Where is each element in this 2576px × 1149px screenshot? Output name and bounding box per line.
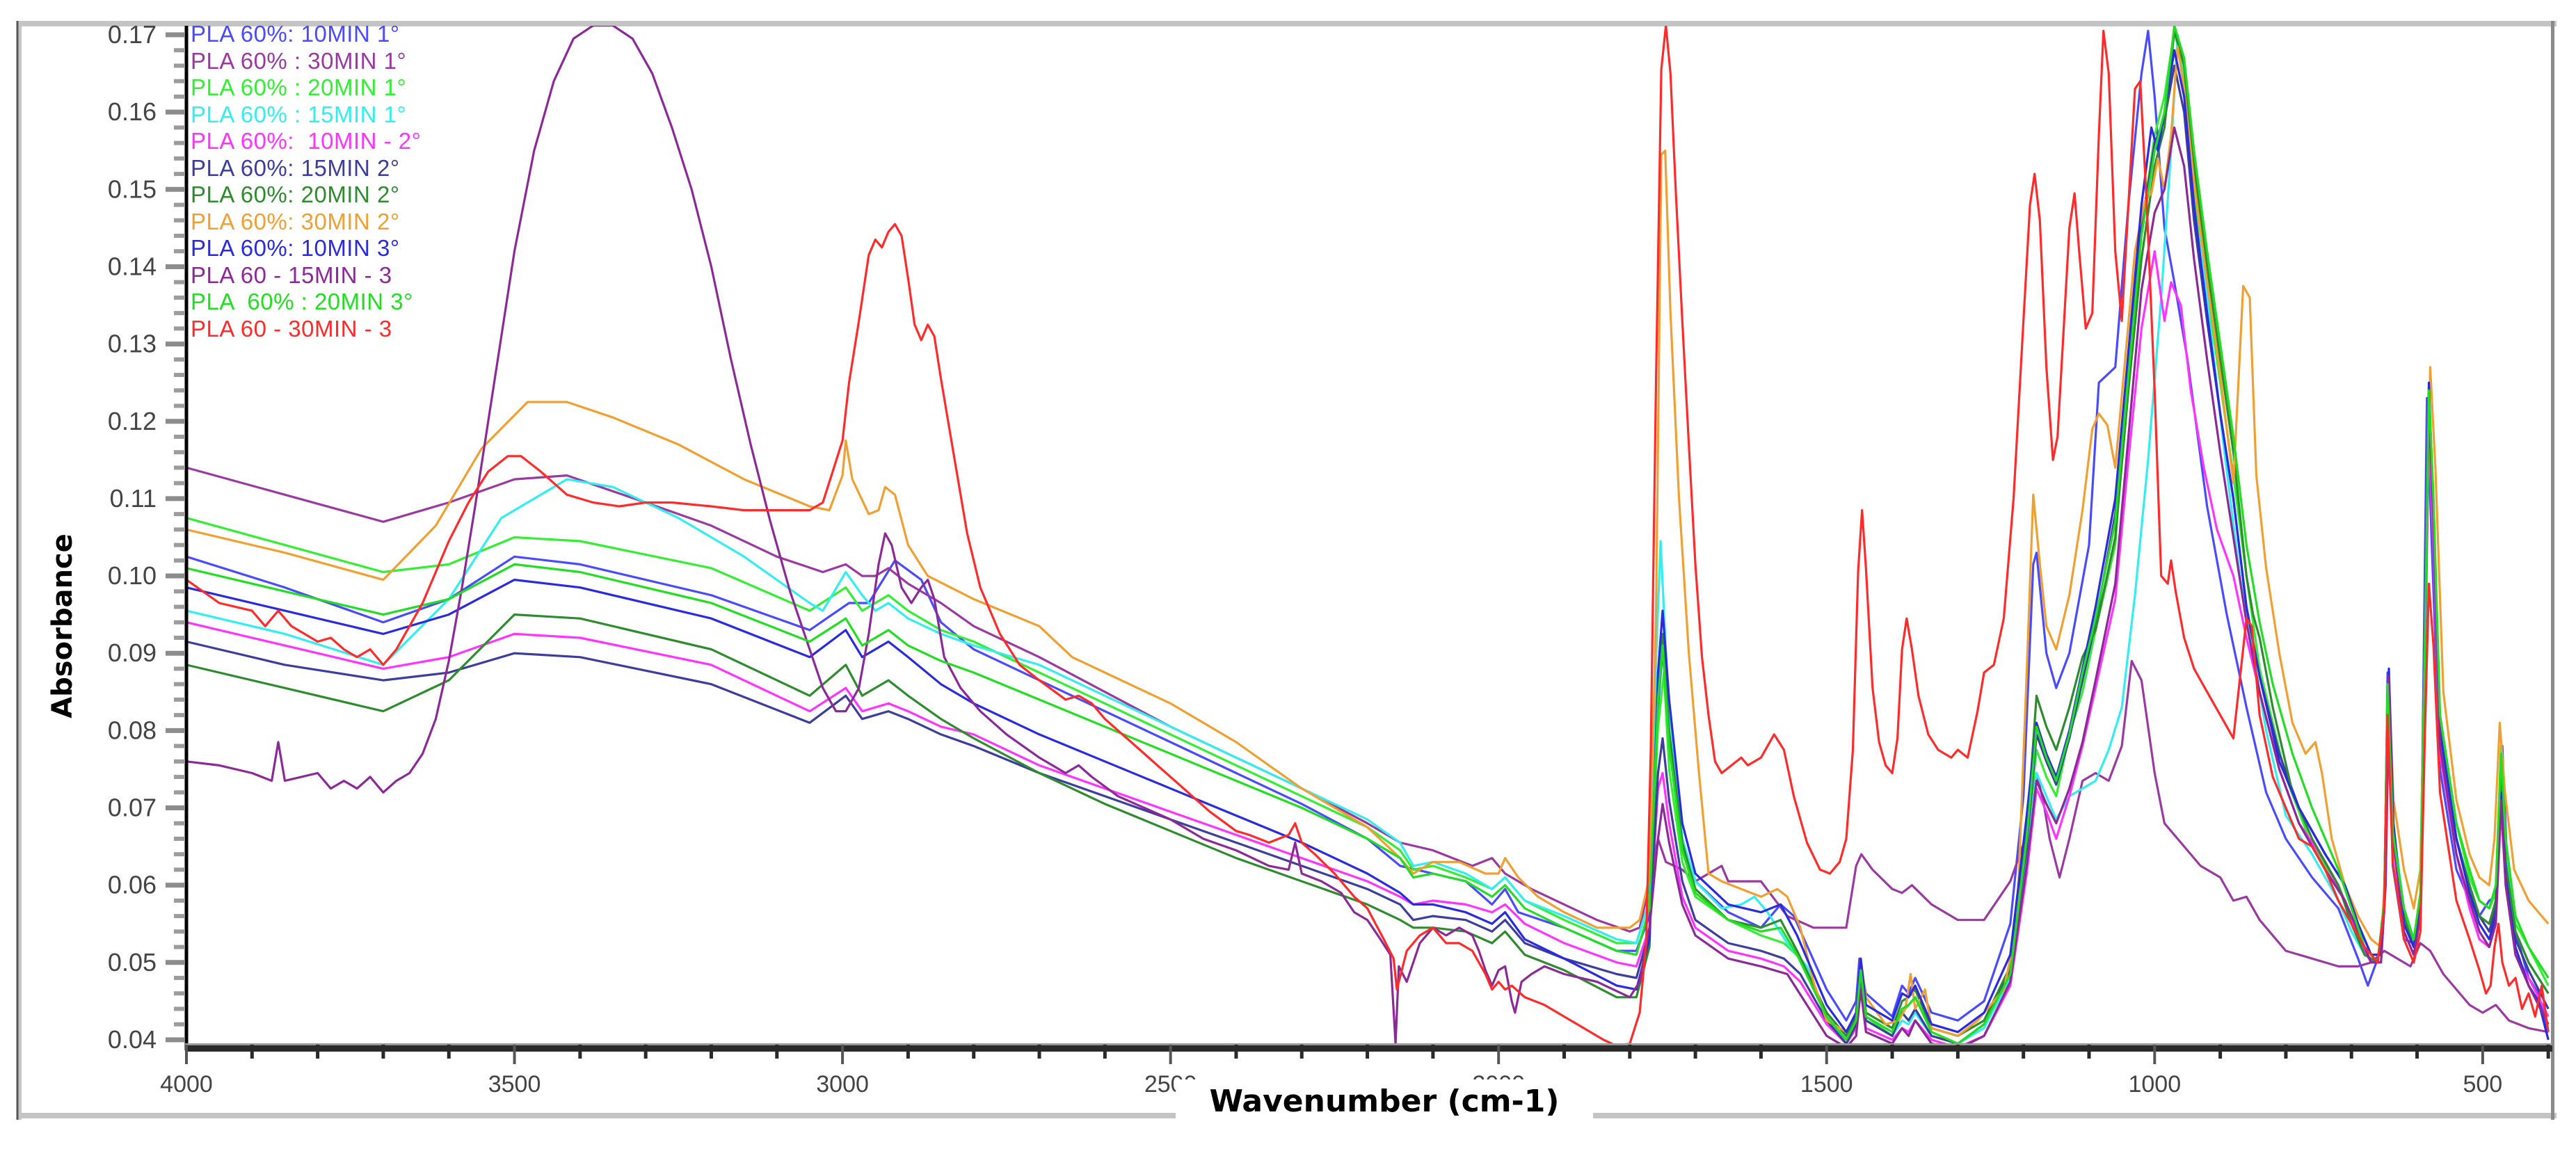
legend-item: PLA 60% : 15MIN 1° — [191, 101, 407, 127]
legend-item: PLA 60%: 30MIN 2° — [191, 208, 400, 234]
series-line-11 — [186, 26, 2550, 1045]
outer-frame-left — [17, 21, 22, 1120]
y-tick-label: 0.06 — [108, 871, 157, 899]
legend-item: PLA 60%: 10MIN 3° — [191, 235, 400, 261]
legend-item: PLA 60%: 15MIN 2° — [191, 154, 400, 181]
y-tick-label: 0.16 — [108, 97, 157, 126]
y-tick-label: 0.11 — [110, 484, 157, 513]
series-line-5 — [186, 250, 2550, 1049]
x-axis-label: Wavenumber (cm-1) — [1176, 1079, 1593, 1124]
x-axis-bar-top — [185, 1043, 2552, 1045]
y-axis-label: Absorbance — [42, 522, 83, 730]
legend-item: PLA 60% : 20MIN 3° — [191, 289, 413, 314]
legend: PLA 60%: 10MIN 1° PLA 60% : 30MIN 1° PLA 6… — [191, 21, 421, 342]
x-tick-label: 500 — [2463, 1071, 2502, 1098]
series-line-9 — [186, 49, 2550, 1040]
legend-item: PLA 60%: 20MIN 2° — [191, 182, 400, 207]
y-axis-ticks: 0.17 0.16 0.15 0.14 0.13 0.12 0.11 0.10 0.09 0.08… — [108, 20, 185, 1054]
y-tick-label: 0.13 — [108, 330, 157, 358]
y-tick-label: 0.17 — [108, 20, 157, 49]
outer-frame-bottom-right — [1586, 1113, 2557, 1118]
legend-item: PLA 60%: 10MIN - 2° — [191, 128, 422, 154]
y-tick-label: 0.08 — [108, 716, 157, 744]
outer-frame-top — [17, 21, 2557, 26]
y-tick-label: 0.07 — [108, 794, 157, 822]
y-tick-label: 0.14 — [108, 252, 157, 280]
legend-item: PLA 60 - 15MIN - 3 — [191, 262, 392, 288]
x-axis-ticks: 4000350030002500200015001000500 — [160, 1045, 2550, 1098]
outer-frame-bottom-left — [17, 1113, 1176, 1118]
series-line-12 — [186, 26, 2550, 1047]
x-tick-label: 3000 — [816, 1071, 869, 1098]
x-tick-label: 1500 — [1800, 1071, 1853, 1098]
y-tick-label: 0.15 — [108, 175, 157, 203]
series-line-8 — [186, 45, 2550, 1038]
y-tick-label: 0.12 — [108, 407, 157, 435]
x-tick-label: 4000 — [160, 1071, 213, 1098]
y-tick-label: 0.10 — [108, 561, 157, 590]
x-tick-label: 3500 — [488, 1071, 541, 1098]
y-tick-label: 0.05 — [108, 948, 157, 977]
legend-item: PLA 60 - 30MIN - 3 — [191, 315, 392, 342]
legend-item: PLA 60% : 30MIN 1° — [191, 47, 407, 74]
y-tick-label: 0.04 — [108, 1025, 157, 1054]
x-tick-label: 1000 — [2128, 1071, 2181, 1098]
outer-frame-right — [2551, 21, 2554, 1120]
legend-item: PLA 60% : 20MIN 1° — [191, 74, 407, 100]
series-line-2 — [186, 466, 2549, 1034]
series-layer — [186, 26, 2550, 1049]
y-tick-label: 0.09 — [108, 638, 157, 667]
legend-item: PLA 60%: 10MIN 1° — [191, 21, 400, 47]
